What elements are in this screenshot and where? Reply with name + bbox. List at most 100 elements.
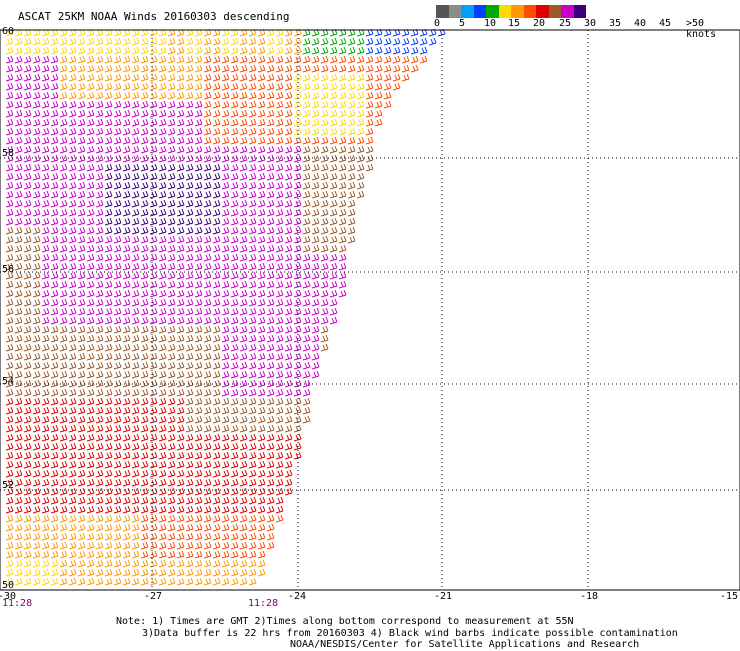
wind-barb bbox=[122, 334, 131, 343]
wind-barb bbox=[194, 100, 203, 109]
wind-barb bbox=[41, 388, 50, 397]
wind-barb bbox=[158, 379, 167, 388]
wind-barb bbox=[257, 280, 266, 289]
wind-barb bbox=[257, 307, 266, 316]
wind-barb bbox=[104, 82, 113, 91]
wind-barb bbox=[86, 550, 95, 559]
wind-barb bbox=[248, 352, 257, 361]
wind-barb bbox=[77, 127, 86, 136]
wind-barb bbox=[68, 514, 77, 523]
wind-barb bbox=[140, 415, 149, 424]
wind-barb bbox=[203, 109, 212, 118]
wind-barb bbox=[221, 154, 230, 163]
wind-barb bbox=[185, 226, 194, 235]
wind-barb bbox=[95, 298, 104, 307]
wind-barb bbox=[239, 46, 248, 55]
wind-barb bbox=[212, 397, 221, 406]
wind-barb bbox=[50, 424, 59, 433]
wind-barb bbox=[257, 343, 266, 352]
wind-barb bbox=[77, 478, 86, 487]
wind-barb bbox=[176, 343, 185, 352]
wind-barb bbox=[194, 298, 203, 307]
wind-barb bbox=[221, 226, 230, 235]
wind-barb bbox=[275, 118, 284, 127]
wind-barb bbox=[140, 523, 149, 532]
wind-barb bbox=[50, 145, 59, 154]
wind-barb bbox=[41, 154, 50, 163]
wind-barb bbox=[59, 136, 68, 145]
wind-barb bbox=[131, 451, 140, 460]
wind-barb bbox=[185, 433, 194, 442]
wind-barb bbox=[113, 64, 122, 73]
wind-barb bbox=[122, 145, 131, 154]
wind-barb bbox=[113, 442, 122, 451]
wind-barb bbox=[302, 379, 311, 388]
wind-barb bbox=[14, 190, 23, 199]
wind-barb bbox=[239, 514, 248, 523]
wind-barb bbox=[293, 109, 302, 118]
wind-barb bbox=[104, 280, 113, 289]
wind-barb bbox=[113, 298, 122, 307]
wind-barb bbox=[131, 334, 140, 343]
wind-barb bbox=[275, 127, 284, 136]
wind-barb bbox=[275, 217, 284, 226]
wind-barb bbox=[311, 91, 320, 100]
wind-barb bbox=[149, 55, 158, 64]
wind-barb bbox=[230, 496, 239, 505]
wind-barb bbox=[176, 262, 185, 271]
wind-barb bbox=[113, 379, 122, 388]
wind-barb bbox=[14, 469, 23, 478]
wind-barb bbox=[149, 451, 158, 460]
wind-barb bbox=[59, 217, 68, 226]
wind-barb bbox=[239, 505, 248, 514]
wind-barb bbox=[149, 109, 158, 118]
wind-barb bbox=[149, 163, 158, 172]
wind-barb bbox=[68, 460, 77, 469]
wind-barb bbox=[185, 73, 194, 82]
wind-barb bbox=[59, 406, 68, 415]
wind-barb bbox=[320, 55, 329, 64]
wind-barb bbox=[32, 280, 41, 289]
wind-barb bbox=[239, 406, 248, 415]
wind-barb bbox=[32, 343, 41, 352]
wind-barb bbox=[176, 505, 185, 514]
wind-barb bbox=[203, 541, 212, 550]
wind-barb bbox=[86, 118, 95, 127]
wind-barb bbox=[32, 217, 41, 226]
wind-barb bbox=[77, 37, 86, 46]
wind-barb bbox=[185, 145, 194, 154]
wind-barb bbox=[185, 505, 194, 514]
wind-barb bbox=[185, 280, 194, 289]
wind-barb bbox=[41, 280, 50, 289]
wind-barb bbox=[185, 415, 194, 424]
wind-barb bbox=[230, 577, 239, 586]
wind-barb bbox=[113, 217, 122, 226]
wind-barb bbox=[32, 451, 41, 460]
wind-barb bbox=[365, 37, 374, 46]
wind-barb bbox=[14, 433, 23, 442]
scale-swatch bbox=[561, 5, 574, 18]
wind-barb bbox=[239, 154, 248, 163]
wind-barb bbox=[284, 370, 293, 379]
wind-barb bbox=[212, 514, 221, 523]
wind-barb bbox=[104, 253, 113, 262]
wind-barb bbox=[32, 163, 41, 172]
wind-barb bbox=[77, 244, 86, 253]
wind-barb bbox=[338, 280, 347, 289]
wind-barb bbox=[392, 37, 401, 46]
wind-barb bbox=[257, 118, 266, 127]
wind-barb bbox=[194, 379, 203, 388]
wind-barb bbox=[401, 64, 410, 73]
wind-barb bbox=[131, 181, 140, 190]
wind-barb bbox=[59, 298, 68, 307]
wind-barb bbox=[266, 64, 275, 73]
wind-barb bbox=[113, 82, 122, 91]
wind-barb bbox=[203, 235, 212, 244]
wind-barb bbox=[248, 253, 257, 262]
wind-barb bbox=[86, 559, 95, 568]
wind-barb bbox=[77, 397, 86, 406]
wind-barb bbox=[95, 118, 104, 127]
wind-barb bbox=[32, 298, 41, 307]
wind-barb bbox=[131, 442, 140, 451]
wind-barb bbox=[293, 37, 302, 46]
